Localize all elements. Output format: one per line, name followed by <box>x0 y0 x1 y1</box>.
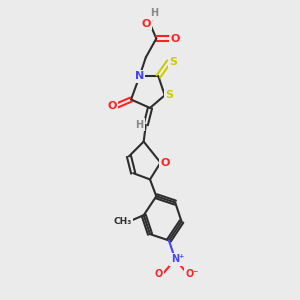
Text: O: O <box>141 19 151 29</box>
Text: O: O <box>171 34 180 44</box>
Text: N: N <box>135 71 144 81</box>
Text: CH₃: CH₃ <box>113 217 132 226</box>
Text: O⁻: O⁻ <box>185 269 199 279</box>
Text: O: O <box>107 101 117 111</box>
Text: S: S <box>169 57 177 67</box>
Text: H: H <box>150 8 158 18</box>
Text: H: H <box>135 120 143 130</box>
Text: O: O <box>160 158 169 168</box>
Text: S: S <box>165 90 173 100</box>
Text: N⁺: N⁺ <box>171 254 184 264</box>
Text: O: O <box>154 269 163 279</box>
